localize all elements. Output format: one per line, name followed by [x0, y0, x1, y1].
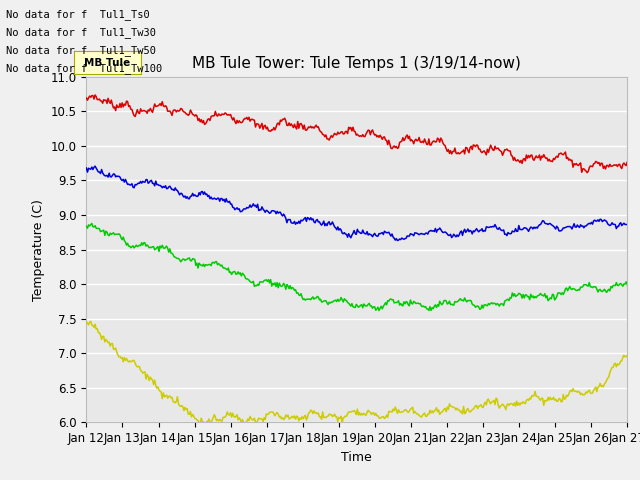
Y-axis label: Temperature (C): Temperature (C) [32, 199, 45, 300]
X-axis label: Time: Time [341, 451, 372, 464]
Text: No data for f  Tul1_Ts0: No data for f Tul1_Ts0 [6, 9, 150, 20]
Text: No data for f  Tul1_Tw30: No data for f Tul1_Tw30 [6, 27, 156, 38]
Title: MB Tule Tower: Tule Temps 1 (3/19/14-now): MB Tule Tower: Tule Temps 1 (3/19/14-now… [193, 57, 521, 72]
Text: No data for f  Tul1_Tw100: No data for f Tul1_Tw100 [6, 63, 163, 74]
Text: No data for f  Tul1_Tw50: No data for f Tul1_Tw50 [6, 45, 156, 56]
Text: MB Tule: MB Tule [84, 58, 131, 68]
